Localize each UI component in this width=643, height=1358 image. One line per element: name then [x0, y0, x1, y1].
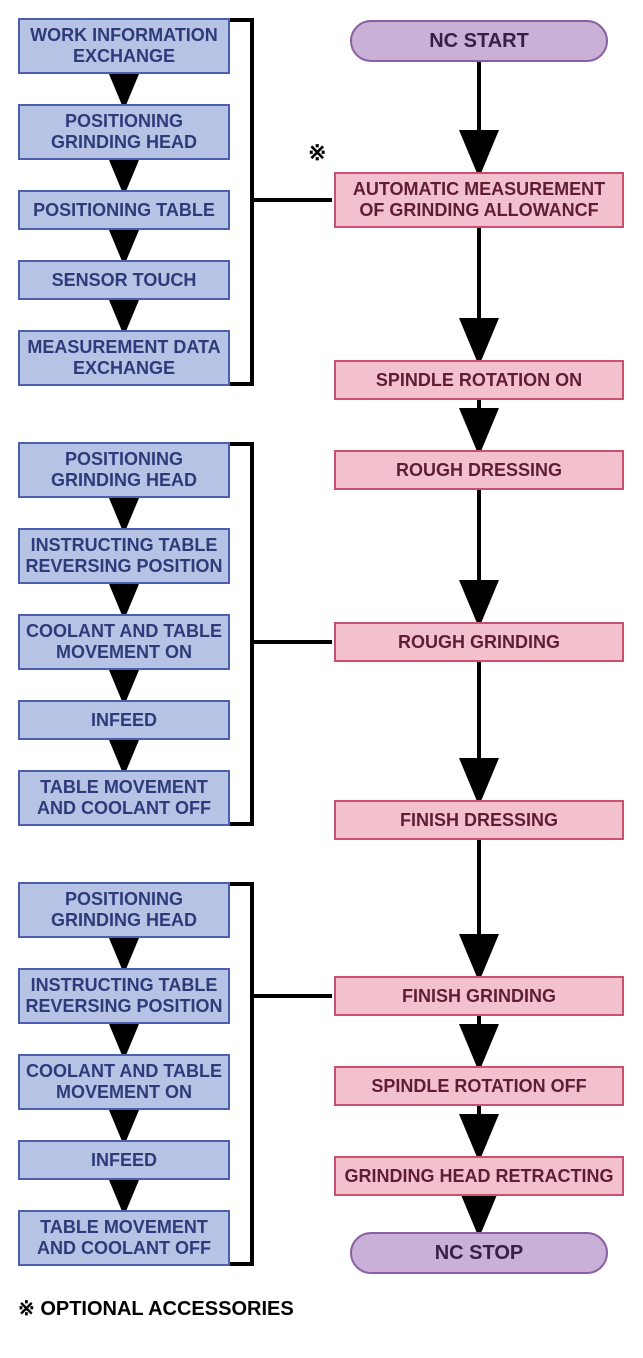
flow-node-r-auto-meas: AUTOMATIC MEASUREMENT OF GRINDING ALLOWA…	[334, 172, 624, 228]
asterisk-marker: ※	[308, 140, 326, 166]
footnote-text: ※ OPTIONAL ACCESSORIES	[18, 1296, 294, 1321]
flow-node-l1-3: POSITIONING TABLE	[18, 190, 230, 230]
flow-node-l2-5: TABLE MOVEMENT AND COOLANT OFF	[18, 770, 230, 826]
flow-node-l3-1: POSITIONING GRINDING HEAD	[18, 882, 230, 938]
flow-node-l1-1: WORK INFORMATION EXCHANGE	[18, 18, 230, 74]
flow-node-r-rough-grind: ROUGH GRINDING	[334, 622, 624, 662]
flow-node-l3-5: TABLE MOVEMENT AND COOLANT OFF	[18, 1210, 230, 1266]
flow-node-r-rough-dress: ROUGH DRESSING	[334, 450, 624, 490]
flow-node-r-finish-grind: FINISH GRINDING	[334, 976, 624, 1016]
flow-node-l2-4: INFEED	[18, 700, 230, 740]
flow-node-l3-4: INFEED	[18, 1140, 230, 1180]
flow-node-r-retract: GRINDING HEAD RETRACTING	[334, 1156, 624, 1196]
flow-node-r-finish-dress: FINISH DRESSING	[334, 800, 624, 840]
flow-node-l2-2: INSTRUCTING TABLE REVERSING POSITION	[18, 528, 230, 584]
flow-node-l2-1: POSITIONING GRINDING HEAD	[18, 442, 230, 498]
flow-node-l1-5: MEASUREMENT DATA EXCHANGE	[18, 330, 230, 386]
flow-node-nc-start: NC START	[350, 20, 608, 62]
flow-node-l1-2: POSITIONING GRINDING HEAD	[18, 104, 230, 160]
flow-node-l3-2: INSTRUCTING TABLE REVERSING POSITION	[18, 968, 230, 1024]
flow-node-l3-3: COOLANT AND TABLE MOVEMENT ON	[18, 1054, 230, 1110]
flow-node-l1-4: SENSOR TOUCH	[18, 260, 230, 300]
flow-node-nc-stop: NC STOP	[350, 1232, 608, 1274]
flow-node-l2-3: COOLANT AND TABLE MOVEMENT ON	[18, 614, 230, 670]
flow-node-r-spindle-off: SPINDLE ROTATION OFF	[334, 1066, 624, 1106]
flow-node-r-spindle-on: SPINDLE ROTATION ON	[334, 360, 624, 400]
